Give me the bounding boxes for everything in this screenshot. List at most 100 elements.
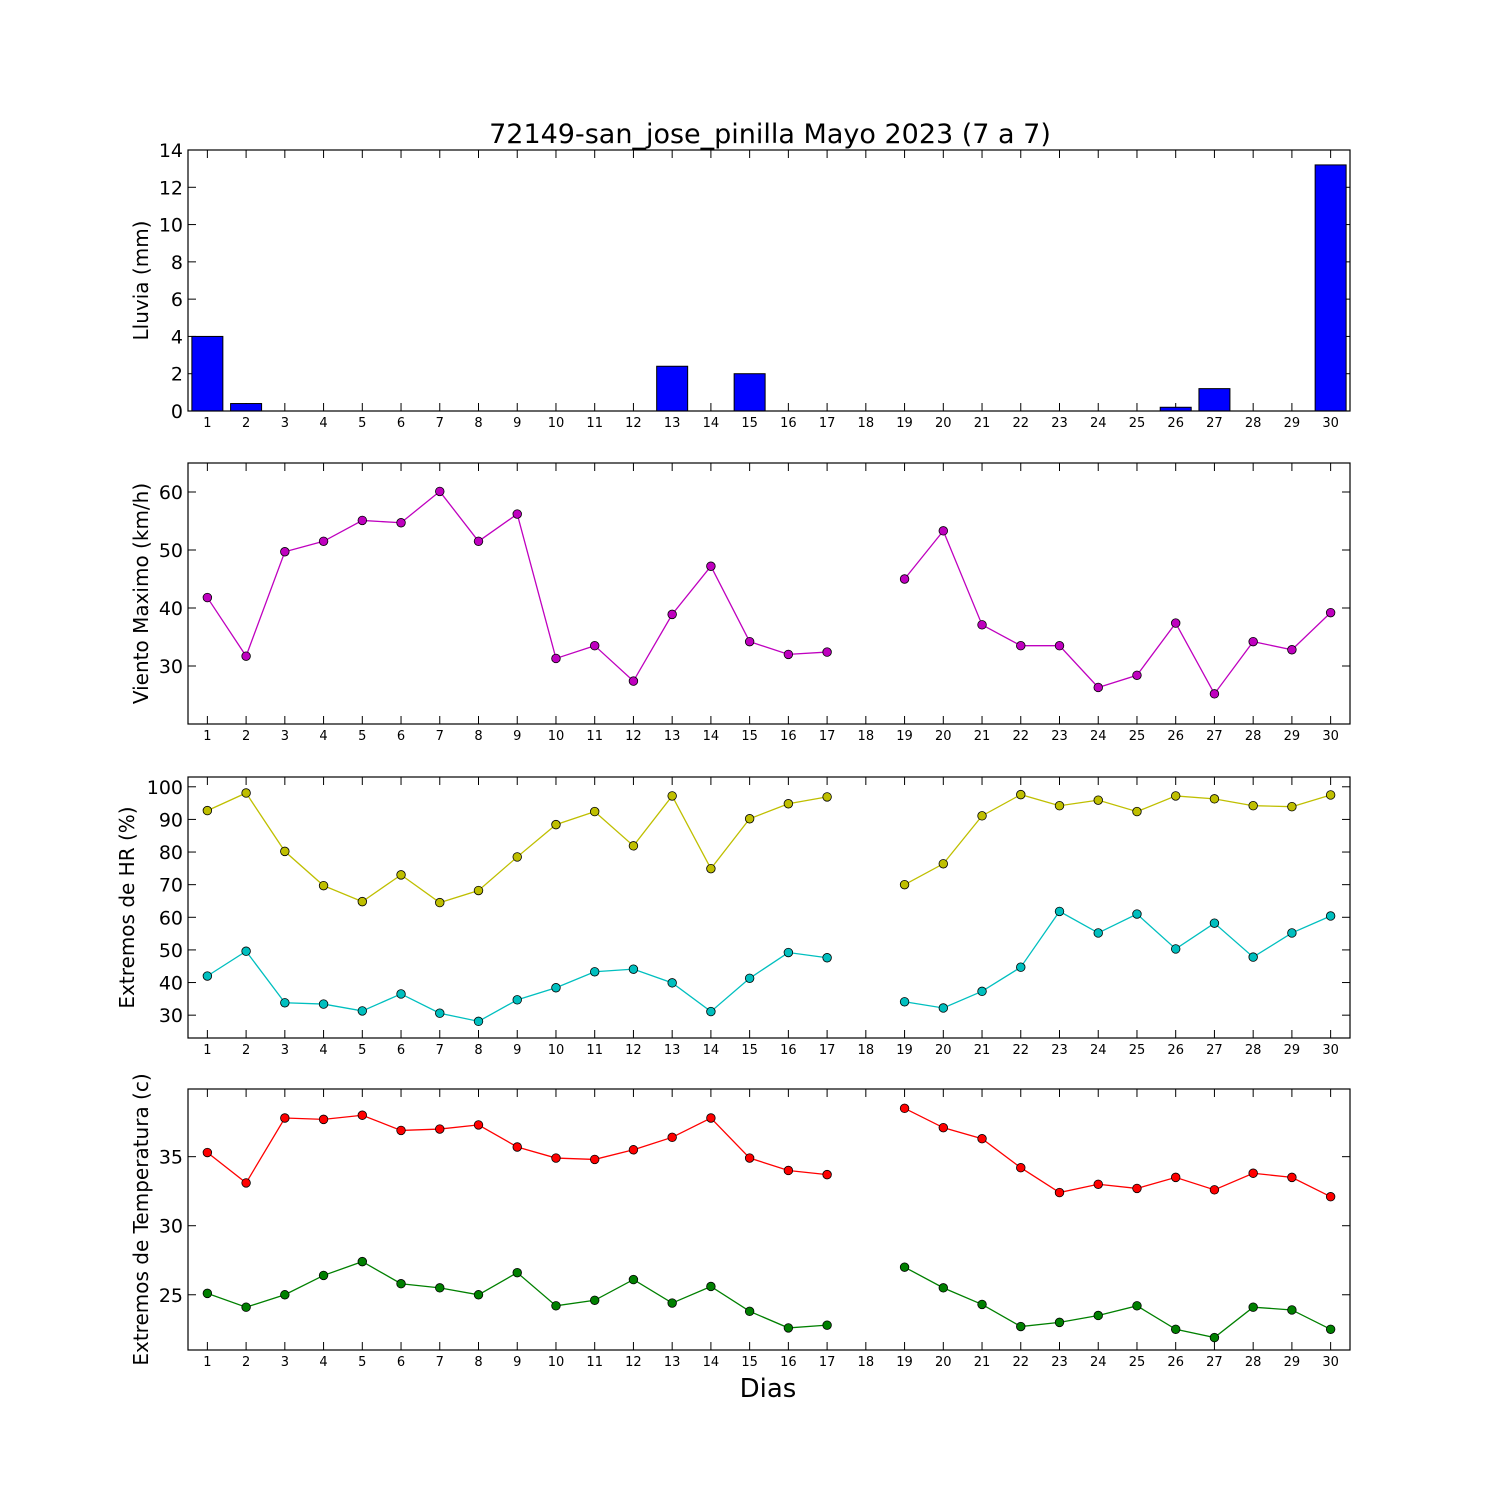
- temperature-xtick-label: 10: [548, 1355, 565, 1370]
- temperature-plot-frame: [187, 1088, 1351, 1351]
- humidity-point: [744, 814, 755, 824]
- temperature-xtick-label: 17: [819, 1355, 836, 1370]
- humidity-xtick-label: 11: [586, 1043, 603, 1058]
- rain-ytick-label: 4: [171, 326, 183, 348]
- temperature-point: [280, 1113, 290, 1123]
- temperature-xtick-label: 1: [203, 1355, 211, 1370]
- humidity-point: [1325, 790, 1336, 800]
- humidity-point: [318, 880, 329, 891]
- temperature-xtick-label: 13: [664, 1355, 681, 1370]
- humidity-point: [938, 859, 949, 869]
- humidity-xtick-label: 25: [1129, 1043, 1146, 1058]
- wind-xtick-label: 12: [625, 729, 642, 744]
- humidity-point: [202, 971, 213, 981]
- rain-xtick-label: 27: [1206, 416, 1223, 431]
- wind-xtick-label: 30: [1322, 729, 1339, 744]
- humidity-xtick-label: 23: [1051, 1043, 1068, 1058]
- humidity-ytick-label: 70: [159, 875, 183, 897]
- humidity-xtick-label: 12: [625, 1043, 642, 1058]
- wind-xtick-label: 21: [974, 729, 991, 744]
- temperature-point: [241, 1178, 251, 1188]
- temperature-point: [899, 1262, 910, 1272]
- temperature-point: [1248, 1168, 1258, 1178]
- wind-point: [590, 641, 600, 651]
- humidity-point: [899, 997, 910, 1007]
- rain-xtick-label: 19: [896, 416, 913, 431]
- temperature-point: [318, 1114, 329, 1125]
- rain-bar: [1198, 388, 1231, 412]
- rain-xtick-label: 11: [586, 416, 603, 431]
- rain-bar: [1314, 164, 1347, 412]
- wind-xtick-label: 11: [586, 729, 603, 744]
- rain-xtick-label: 13: [664, 416, 681, 431]
- temperature-point: [1132, 1183, 1142, 1194]
- temperature-xtick-label: 18: [858, 1355, 875, 1370]
- rain-bar: [191, 335, 224, 412]
- wind-point: [1209, 689, 1220, 699]
- temperature-point: [822, 1169, 832, 1180]
- humidity-series-line: [207, 950, 828, 1023]
- humidity-series-line: [904, 910, 1331, 1009]
- humidity-xtick-label: 9: [513, 1043, 521, 1058]
- humidity-xtick-label: 27: [1206, 1043, 1223, 1058]
- rain-xtick-label: 26: [1167, 416, 1184, 431]
- rain-ytick-label: 10: [159, 215, 183, 237]
- temperature-point: [1132, 1301, 1142, 1311]
- rain-xtick-label: 10: [548, 416, 565, 431]
- wind-xtick-label: 14: [703, 729, 720, 744]
- temperature-point: [357, 1256, 368, 1267]
- humidity-ytick-label: 50: [159, 940, 183, 962]
- wind-xtick-label: 7: [436, 729, 444, 744]
- rain-ytick-label: 14: [159, 140, 183, 162]
- wind-point: [435, 486, 445, 497]
- humidity-xtick-label: 20: [935, 1043, 952, 1058]
- wind-xtick-label: 2: [242, 729, 250, 744]
- humidity-point: [1248, 801, 1258, 811]
- humidity-ytick-label: 90: [159, 809, 183, 831]
- humidity-ytick-label: 80: [159, 842, 183, 864]
- humidity-point: [899, 879, 910, 890]
- wind-plot-frame: [187, 462, 1351, 725]
- temperature-xtick-label: 21: [974, 1355, 991, 1370]
- humidity-point: [1132, 909, 1142, 919]
- humidity-point: [280, 846, 290, 857]
- humidity-point: [628, 964, 639, 974]
- temperature-ytick-label: 30: [159, 1216, 183, 1238]
- rain-y-axis-label: Lluvia (mm): [129, 221, 153, 341]
- temperature-point: [1170, 1172, 1181, 1183]
- humidity-point: [1287, 801, 1297, 812]
- temperature-xtick-label: 6: [397, 1355, 405, 1370]
- wind-xtick-label: 20: [935, 729, 952, 744]
- wind-xtick-label: 29: [1284, 729, 1301, 744]
- temperature-point: [1209, 1332, 1220, 1343]
- temperature-point: [241, 1302, 251, 1312]
- temperature-point: [512, 1142, 522, 1152]
- rain-ytick-label: 6: [171, 289, 183, 311]
- humidity-xtick-label: 24: [1090, 1043, 1107, 1058]
- rain-xtick-label: 4: [319, 416, 327, 431]
- rain-xtick-label: 3: [281, 416, 289, 431]
- humidity-point: [1209, 918, 1220, 928]
- temperature-point: [435, 1283, 445, 1293]
- humidity-point: [357, 896, 368, 907]
- temperature-point: [1325, 1324, 1336, 1334]
- humidity-series-line: [207, 792, 828, 904]
- rain-xtick-label: 18: [858, 416, 875, 431]
- wind-series-line: [904, 529, 1332, 696]
- wind-point: [1170, 618, 1181, 628]
- wind-xtick-label: 26: [1167, 729, 1184, 744]
- rain-xtick-label: 9: [513, 416, 521, 431]
- wind-point: [1325, 607, 1336, 618]
- humidity-xtick-label: 18: [858, 1043, 875, 1058]
- humidity-point: [1054, 801, 1065, 811]
- temperature-point: [744, 1306, 755, 1317]
- temperature-point: [1016, 1321, 1026, 1332]
- humidity-point: [280, 998, 290, 1008]
- humidity-point: [473, 885, 484, 896]
- rain-xtick-label: 2: [242, 416, 250, 431]
- temperature-point: [473, 1290, 484, 1300]
- humidity-xtick-label: 19: [896, 1043, 913, 1058]
